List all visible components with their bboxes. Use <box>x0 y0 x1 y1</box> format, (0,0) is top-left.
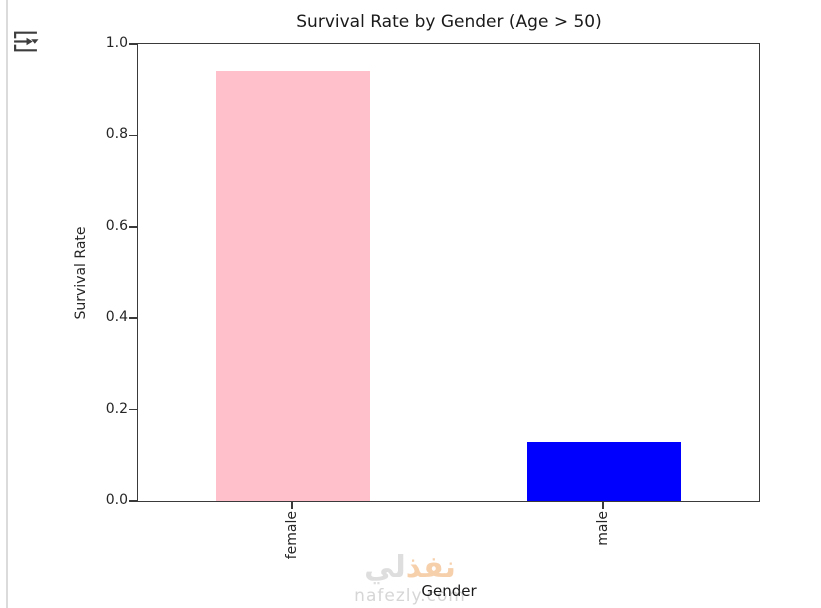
x-tick-mark <box>601 501 604 509</box>
y-tick-mark <box>128 317 137 319</box>
bar-male <box>526 442 681 501</box>
y-tick-label: 0.8 <box>105 126 128 143</box>
y-tick-mark <box>128 500 137 502</box>
watermark-arabic-gray-part: لي <box>364 550 406 585</box>
y-tick-label: 0.4 <box>105 309 128 326</box>
insert-output-dropdown-icon[interactable] <box>12 30 39 53</box>
watermark-arabic-orange-part: نفذ <box>405 550 456 585</box>
y-tick-mark <box>128 226 137 228</box>
watermark-domain: nafezly.com <box>354 586 466 606</box>
y-tick-mark <box>128 408 137 411</box>
plot-area <box>128 43 760 502</box>
x-tick-mark <box>291 501 294 509</box>
y-tick-mark <box>128 43 137 45</box>
bar-female <box>216 71 371 501</box>
x-axis-label: Gender <box>421 582 477 600</box>
page-divider <box>6 0 8 608</box>
export-arrow-caret-glyph <box>14 31 39 52</box>
y-tick-label: 1.0 <box>105 35 128 51</box>
y-tick-label: 0.0 <box>105 492 128 508</box>
chart-title: Survival Rate by Gender (Age > 50) <box>296 12 602 32</box>
y-tick-mark <box>128 134 137 137</box>
x-tick-label-female: female <box>284 511 301 560</box>
y-axis-label: Survival Rate <box>73 226 89 320</box>
x-tick-label-male: male <box>594 511 611 546</box>
y-tick-label: 0.6 <box>105 217 128 234</box>
y-tick-label: 0.2 <box>105 400 128 417</box>
watermark-arabic: نفذلي <box>364 550 456 585</box>
